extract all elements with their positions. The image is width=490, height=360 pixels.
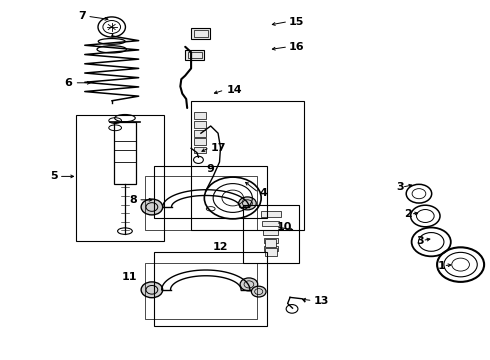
Bar	[264, 230, 278, 235]
Text: 3: 3	[416, 236, 424, 246]
Circle shape	[141, 282, 163, 298]
Bar	[191, 101, 304, 230]
Text: 5: 5	[50, 171, 58, 181]
Text: 6: 6	[65, 78, 73, 88]
Circle shape	[239, 197, 256, 210]
Circle shape	[251, 286, 266, 297]
Circle shape	[141, 199, 163, 215]
Bar	[191, 28, 210, 39]
Bar	[76, 115, 164, 241]
Text: 1: 1	[438, 261, 446, 271]
Text: 13: 13	[314, 296, 329, 306]
Bar	[194, 130, 206, 137]
Bar	[194, 147, 206, 153]
Text: 16: 16	[289, 42, 305, 52]
Bar	[194, 30, 208, 37]
Text: 12: 12	[213, 242, 228, 252]
Bar	[145, 176, 257, 230]
Bar	[266, 239, 276, 247]
Bar	[114, 122, 136, 184]
Text: 14: 14	[226, 85, 242, 95]
Bar	[264, 238, 277, 243]
Text: 15: 15	[289, 17, 304, 27]
Bar	[261, 211, 280, 217]
Bar	[263, 221, 279, 226]
Text: 3: 3	[396, 182, 404, 192]
Bar	[265, 248, 277, 256]
Text: 9: 9	[207, 164, 215, 174]
Bar	[243, 205, 299, 263]
Bar	[264, 246, 277, 251]
Text: 17: 17	[211, 143, 226, 153]
Circle shape	[240, 278, 258, 291]
Text: 11: 11	[122, 272, 137, 282]
Bar	[194, 121, 206, 128]
Bar	[188, 52, 202, 58]
Bar	[154, 166, 267, 218]
Bar	[185, 50, 204, 60]
Text: 10: 10	[277, 222, 292, 232]
Bar	[194, 112, 206, 119]
Bar	[154, 252, 267, 326]
Text: 7: 7	[78, 11, 86, 21]
Bar	[194, 138, 206, 145]
Text: 8: 8	[129, 195, 137, 205]
Bar	[145, 263, 257, 319]
Text: 2: 2	[404, 209, 412, 219]
Text: 4: 4	[260, 188, 268, 198]
